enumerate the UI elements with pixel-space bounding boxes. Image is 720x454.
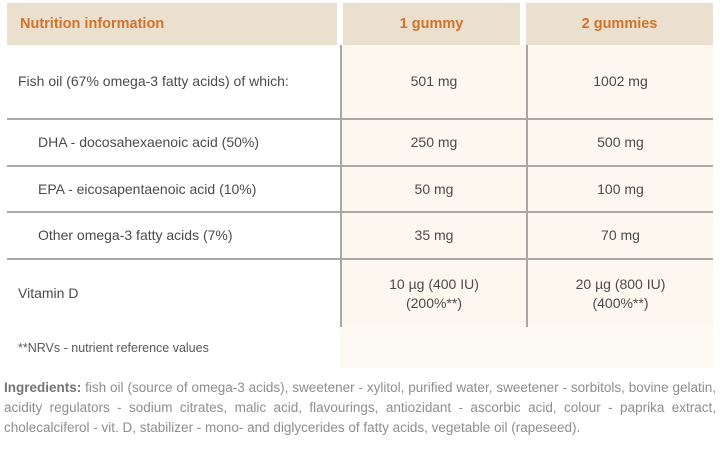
fish-oil-value-1-gummy: 501 mg — [340, 45, 526, 118]
table-row-vitamin-d: Vitamin D 10 µg (400 IU) (200%**) 20 µg … — [7, 258, 713, 327]
ingredients-label: Ingredients: — [4, 380, 82, 395]
other-omega3-value-2-gummies: 70 mg — [526, 213, 713, 258]
value-text: 35 mg — [414, 227, 454, 243]
table-row-epa: EPA - eicosapentaenoic acid (10%) 50 mg … — [7, 165, 713, 211]
value-line-2: (400%**) — [592, 294, 649, 311]
header-nutrition-information: Nutrition information — [7, 3, 337, 45]
header-2-gummies: 2 gummies — [526, 3, 713, 45]
row-label-vitamin-d: Vitamin D — [7, 260, 340, 327]
row-label-epa: EPA - eicosapentaenoic acid (10%) — [7, 167, 340, 211]
header-1-gummy: 1 gummy — [343, 3, 520, 45]
footnote-band-col2 — [340, 327, 526, 368]
footnote-band-col3 — [526, 327, 713, 368]
value-text: 50 mg — [414, 180, 454, 197]
nutrition-table: Nutrition information 1 gummy 2 gummies … — [7, 3, 713, 368]
ingredients-paragraph: Ingredients: fish oil (source of omega-3… — [4, 378, 716, 438]
dha-value-2-gummies: 500 mg — [526, 120, 713, 165]
row-label-other-omega3: Other omega-3 fatty acids (7%) — [7, 213, 340, 258]
value-text: 100 mg — [597, 180, 644, 197]
ingredients-text: fish oil (source of omega-3 acids), swee… — [4, 380, 716, 435]
table-row-dha: DHA - docosahexaenoic acid (50%) 250 mg … — [7, 118, 713, 165]
fish-oil-value-2-gummies: 1002 mg — [526, 45, 713, 118]
value-line-1: 20 µg (800 IU) — [575, 275, 666, 292]
vitamin-d-value-2-gummies: 20 µg (800 IU) (400%**) — [526, 260, 713, 327]
table-header-row: Nutrition information 1 gummy 2 gummies — [7, 3, 713, 45]
vitamin-d-value-1-gummy: 10 µg (400 IU) (200%**) — [340, 260, 526, 327]
table-row-other-omega3: Other omega-3 fatty acids (7%) 35 mg 70 … — [7, 211, 713, 258]
value-text: 501 mg — [410, 73, 458, 89]
table-footnote-band: **NRVs - nutrient reference values — [7, 327, 713, 368]
value-text: 500 mg — [597, 134, 644, 150]
row-label-fish-oil: Fish oil (67% omega-3 fatty acids) of wh… — [7, 45, 340, 118]
row-label-dha: DHA - docosahexaenoic acid (50%) — [7, 120, 340, 165]
value-text: 70 mg — [601, 227, 640, 243]
value-text: 1002 mg — [593, 73, 648, 89]
epa-value-2-gummies: 100 mg — [526, 167, 713, 211]
value-line-2: (200%**) — [405, 294, 463, 311]
other-omega3-value-1-gummy: 35 mg — [340, 213, 526, 258]
table-row-fish-oil: Fish oil (67% omega-3 fatty acids) of wh… — [7, 45, 713, 118]
dha-value-1-gummy: 250 mg — [340, 120, 526, 165]
value-text: 250 mg — [410, 134, 458, 150]
epa-value-1-gummy: 50 mg — [340, 167, 526, 211]
footnote-cell: **NRVs - nutrient reference values — [7, 327, 340, 368]
value-line-1: 10 µg (400 IU) — [389, 275, 479, 292]
nrv-footnote: **NRVs - nutrient reference values — [18, 340, 209, 355]
